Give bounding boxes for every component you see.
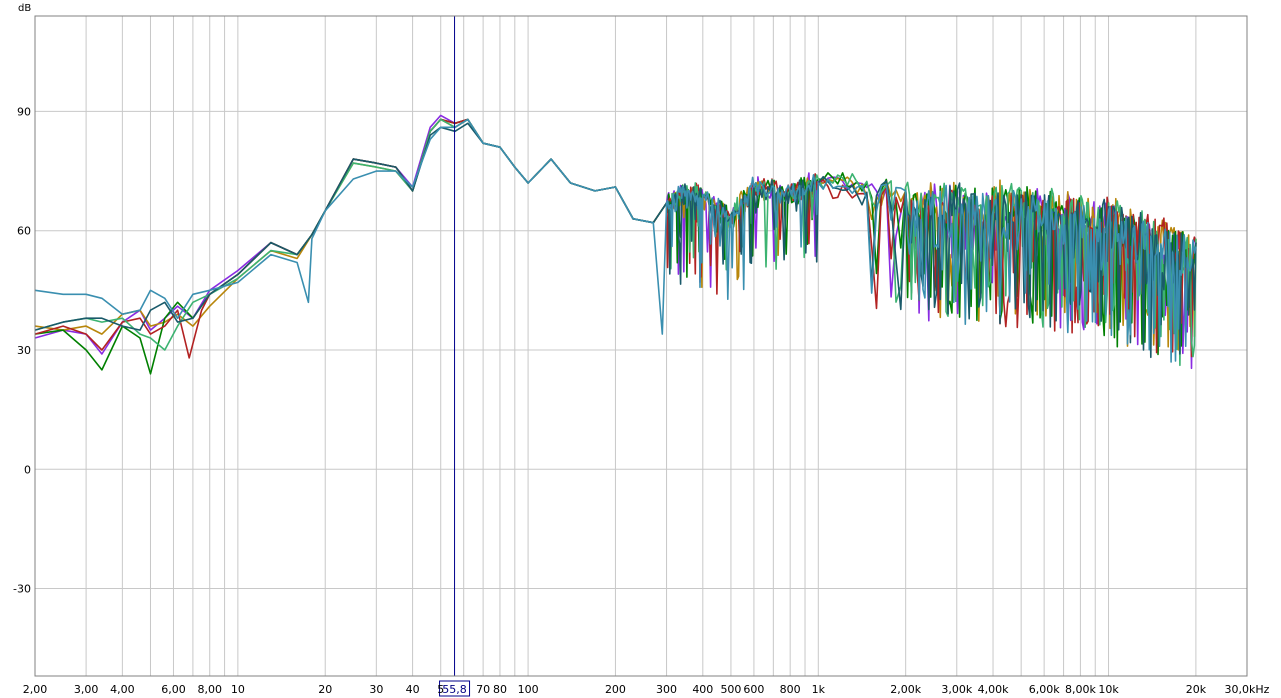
- y-tick-label: 90: [17, 105, 31, 118]
- x-tick-label: 200: [605, 683, 626, 696]
- y-tick-label: 0: [24, 463, 31, 476]
- x-tick-label: 4,00k: [978, 683, 1009, 696]
- x-tick-label: 3,00k: [941, 683, 972, 696]
- x-tick-label: 300: [656, 683, 677, 696]
- x-tick-label: 6,00: [161, 683, 186, 696]
- x-tick-label: 5: [437, 683, 444, 696]
- x-tick-label: 30: [369, 683, 383, 696]
- x-tick-label: 2,00: [23, 683, 48, 696]
- x-tick-label: 500: [720, 683, 741, 696]
- cursor-readout-box: [439, 680, 471, 697]
- y-tick-label: -30: [13, 583, 31, 596]
- x-tick-label: 10k: [1098, 683, 1119, 696]
- x-tick-label: 2,00k: [890, 683, 921, 696]
- series-line-7: [34, 118, 1197, 363]
- x-tick-label: 8,00: [197, 683, 222, 696]
- x-tick-label: 20: [318, 683, 332, 696]
- y-tick-label: 60: [17, 225, 31, 238]
- x-tick-label: 20k: [1186, 683, 1207, 696]
- x-tick-label: 80: [493, 683, 507, 696]
- y-axis-label: dB: [18, 3, 31, 14]
- x-tick-label: 400: [692, 683, 713, 696]
- cursor-line[interactable]: 55,8: [439, 16, 471, 697]
- x-tick-label: 10: [231, 683, 245, 696]
- x-tick-label: 8,00k: [1065, 683, 1096, 696]
- x-tick-label: 3,00: [74, 683, 99, 696]
- x-tick-label: 70: [476, 683, 490, 696]
- x-tick-label: 6,00k: [1029, 683, 1060, 696]
- series-group: [34, 114, 1197, 375]
- x-tick-label: 40: [406, 683, 420, 696]
- x-tick-label: 800: [780, 683, 801, 696]
- x-tick-label: 4,00: [110, 683, 135, 696]
- y-tick-label: 30: [17, 344, 31, 357]
- x-tick-label: 100: [518, 683, 539, 696]
- cursor-readout: 55,8: [442, 683, 467, 696]
- x-tick-label: 1k: [812, 683, 826, 696]
- series-line-6: [34, 122, 1197, 359]
- x-tick-label: 600: [743, 683, 764, 696]
- x-tick-label: 30,0kHz: [1225, 683, 1270, 696]
- grid: [34, 16, 1248, 676]
- plot-frame: [34, 15, 1248, 677]
